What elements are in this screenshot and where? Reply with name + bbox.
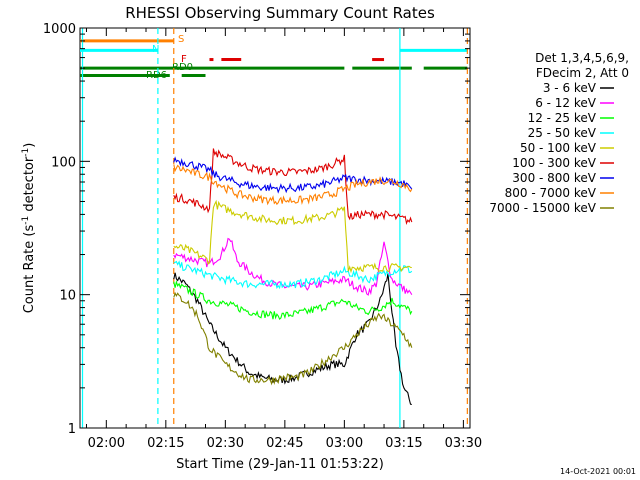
legend: Det 1,3,4,5,6,9, FDecim 2, Att 0 3 - 6 k… [489,51,629,215]
legend-entry-label: 3 - 6 keV [543,81,597,95]
y-axis-label-sup: -1 [21,216,31,225]
legend-entry-label: 300 - 800 keV [512,171,596,185]
x-axis-label: Start Time (29-Jan-11 01:53:22) [176,457,384,472]
series-line [173,260,413,290]
footer-timestamp: 14-Oct-2021 00:01 [560,467,636,476]
x-tick-label: 02:30 [207,436,244,451]
state-bar-label: RD0 [172,62,193,73]
legend-header-2: FDecim 2, Att 0 [536,66,629,80]
legend-entry-label: 100 - 300 keV [512,156,596,170]
series-line [173,148,413,226]
state-bar-label: N [152,44,159,55]
legend-entry-label: 12 - 25 keV [528,111,597,125]
series-line [173,237,413,296]
legend-header-1: Det 1,3,4,5,6,9, [535,51,629,65]
series-line [173,164,413,206]
series-line [173,291,413,386]
y-axis-label-main: Count Rate (s [22,225,37,314]
state-bar-label: S [178,34,184,45]
x-tick-label: 03:30 [445,436,482,451]
x-tick-label: 03:15 [385,436,422,451]
x-tick-label: 03:00 [326,436,363,451]
y-axis-label: Count Rate (s-1 detector-1) [21,143,37,314]
y-axis-ticks: 1 10 100 1000 [43,22,470,437]
series-line [173,279,413,321]
legend-entry-label: 7000 - 15000 keV [489,201,596,215]
y-axis-label-end: ) [22,143,37,148]
y-tick-label: 1000 [43,22,76,37]
legend-entry-label: 25 - 50 keV [528,126,597,140]
legend-entry-label: 6 - 12 keV [535,96,597,110]
x-tick-label: 02:15 [147,436,184,451]
legend-entry-label: 800 - 7000 keV [505,186,597,200]
series-line [173,199,412,274]
y-tick-label: 10 [59,289,76,304]
plot-frame [79,27,471,429]
y-tick-label: 100 [51,155,76,170]
x-tick-label: 02:00 [88,436,125,451]
x-axis-ticks: 02:00 02:15 02:30 02:45 03:00 03:15 03:30 [85,28,482,451]
y-axis-label-tail: detector [22,156,37,216]
vertical-markers [81,28,468,428]
series-line [173,272,412,406]
series-lines [173,148,413,406]
y-tick-label: 1 [68,422,76,437]
legend-entry-label: 50 - 100 keV [520,141,597,155]
state-bar-label: RD6 [146,70,167,81]
chart-title: RHESSI Observing Summary Count Rates [125,4,435,22]
x-tick-label: 02:45 [266,436,303,451]
state-bar-label: F [181,54,187,65]
y-axis-label-sup2: -1 [21,148,31,157]
